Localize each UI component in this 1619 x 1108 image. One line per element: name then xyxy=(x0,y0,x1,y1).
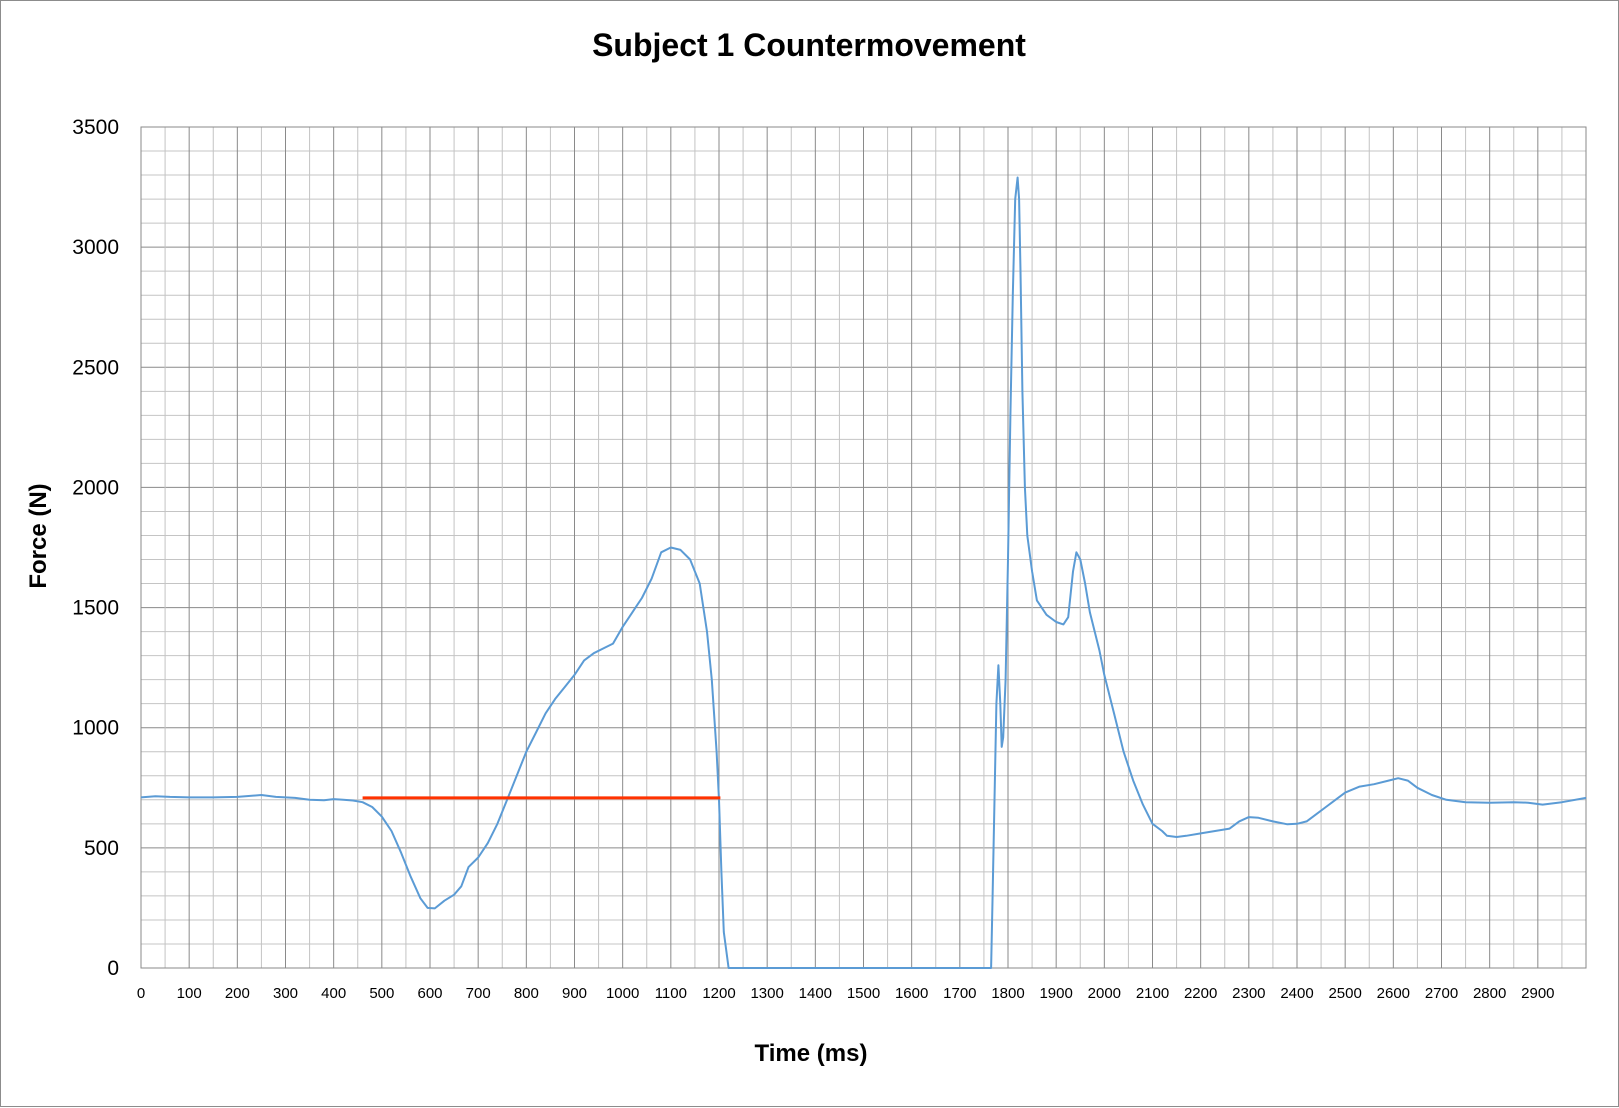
x-tick-label: 2800 xyxy=(1473,985,1506,1002)
x-tick-label: 2100 xyxy=(1136,985,1169,1002)
x-tick-label: 1900 xyxy=(1039,985,1072,1002)
x-tick-label: 200 xyxy=(225,985,250,1002)
x-tick-label: 1000 xyxy=(606,985,639,1002)
x-tick-label: 100 xyxy=(177,985,202,1002)
x-tick-label: 500 xyxy=(369,985,394,1002)
y-tick-label: 0 xyxy=(107,957,119,980)
y-tick-label: 2000 xyxy=(72,476,119,499)
x-tick-label: 2000 xyxy=(1088,985,1121,1002)
x-tick-label: 2700 xyxy=(1425,985,1458,1002)
y-tick-label: 1500 xyxy=(72,597,119,620)
x-tick-label: 1300 xyxy=(750,985,783,1002)
x-tick-label: 800 xyxy=(514,985,539,1002)
y-tick-label: 3500 xyxy=(72,116,119,139)
y-tick-labels: 0 500 1000 1500 2000 2500 3000 3500 xyxy=(72,116,119,980)
x-tick-label: 2400 xyxy=(1280,985,1313,1002)
x-tick-label: 2900 xyxy=(1521,985,1554,1002)
y-axis-title: Force (N) xyxy=(25,483,52,588)
x-tick-label: 2200 xyxy=(1184,985,1217,1002)
chart-title: Subject 1 Countermovement xyxy=(592,27,1026,63)
series-layer xyxy=(140,176,1587,969)
x-tick-label: 1500 xyxy=(847,985,880,1002)
x-tick-label: 300 xyxy=(273,985,298,1002)
force-series-line xyxy=(140,176,1587,969)
y-tick-label: 1000 xyxy=(72,717,119,740)
x-tick-label: 900 xyxy=(562,985,587,1002)
x-tick-label: 2300 xyxy=(1232,985,1265,1002)
grid-layer xyxy=(140,126,1587,969)
x-tick-label: 1100 xyxy=(655,985,687,1002)
x-axis-title: Time (ms) xyxy=(755,1040,868,1067)
x-tick-label: 0 xyxy=(137,985,145,1002)
x-tick-labels: 0 100 200 300 400 500 600 700 800 900 1000 1100 1200… xyxy=(137,985,1555,1002)
x-tick-label: 600 xyxy=(417,985,442,1002)
y-tick-label: 3000 xyxy=(72,236,119,259)
x-tick-label: 1200 xyxy=(702,985,735,1002)
x-tick-label: 1700 xyxy=(943,985,976,1002)
x-tick-label: 400 xyxy=(321,985,346,1002)
x-tick-label: 700 xyxy=(466,985,491,1002)
x-tick-label: 1800 xyxy=(991,985,1024,1002)
y-tick-label: 500 xyxy=(84,837,119,860)
x-tick-label: 1400 xyxy=(799,985,832,1002)
x-tick-label: 1600 xyxy=(895,985,928,1002)
x-tick-label: 2600 xyxy=(1377,985,1410,1002)
x-tick-label: 2500 xyxy=(1328,985,1361,1002)
y-tick-label: 2500 xyxy=(72,356,119,379)
